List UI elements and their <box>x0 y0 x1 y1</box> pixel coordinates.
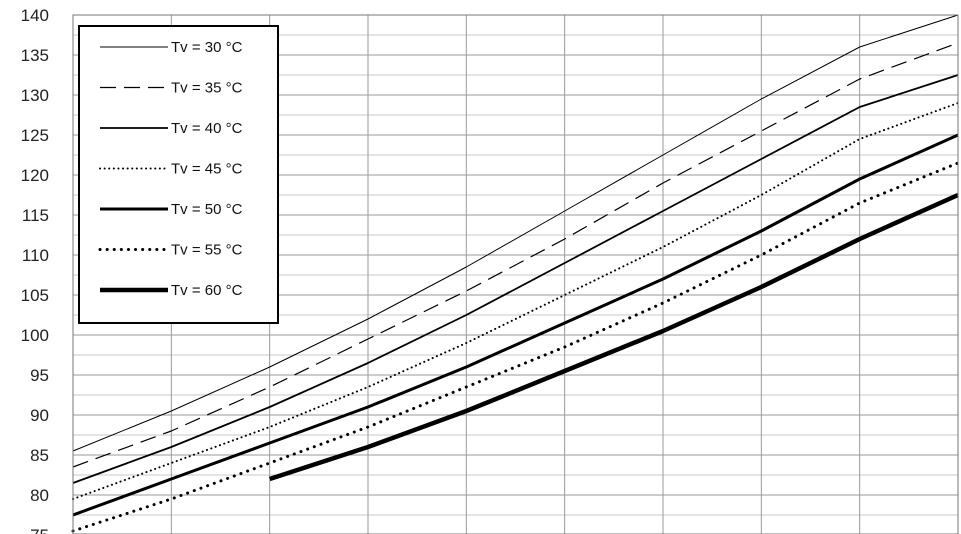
legend-label-4: Tv = 45 °C <box>171 161 243 178</box>
legend-label-1: Tv = 30 °C <box>171 39 243 56</box>
y-tick-label: 130 <box>21 86 49 105</box>
series-line-2 <box>72 42 959 468</box>
plot-area-border <box>72 14 959 534</box>
y-tick-label: 120 <box>21 166 49 185</box>
legend-label-6: Tv = 55 °C <box>171 242 243 259</box>
series-line-5 <box>72 133 959 517</box>
y-tick-label: 80 <box>30 486 49 505</box>
legend-label-3: Tv = 40 °C <box>171 120 243 137</box>
y-tick-label: 135 <box>21 46 49 65</box>
y-tick-label: 105 <box>21 286 49 305</box>
y-tick-label: 115 <box>22 206 49 225</box>
y-tick-label: 75 <box>30 526 49 534</box>
y-tick-label: 110 <box>22 246 49 265</box>
series-line-1 <box>72 14 959 452</box>
series-line-7 <box>269 192 959 482</box>
legend-label-5: Tv = 50 °C <box>171 201 243 218</box>
legend-box <box>78 25 279 324</box>
series-line-6 <box>71 161 960 533</box>
legend: Tv = 30 °C Tv = 35 °C Tv = 40 °C Tv = 45 °C… <box>78 25 279 324</box>
y-tick-label: 125 <box>21 126 49 145</box>
legend-label-7: Tv = 60 °C <box>171 282 243 299</box>
y-tick-label: 95 <box>30 366 49 385</box>
series-lines <box>71 14 960 533</box>
y-tick-label: 85 <box>30 446 49 465</box>
series-line-4 <box>72 102 959 500</box>
y-axis-tick-labels: 75 80 85 90 95 100 105 110 115 120 125 130 135 140 <box>21 6 49 534</box>
series-line-3 <box>72 74 959 484</box>
legend-label-2: Tv = 35 °C <box>171 80 243 97</box>
y-tick-label: 90 <box>30 406 49 425</box>
y-tick-label: 140 <box>21 6 49 25</box>
y-tick-label: 100 <box>21 326 49 345</box>
